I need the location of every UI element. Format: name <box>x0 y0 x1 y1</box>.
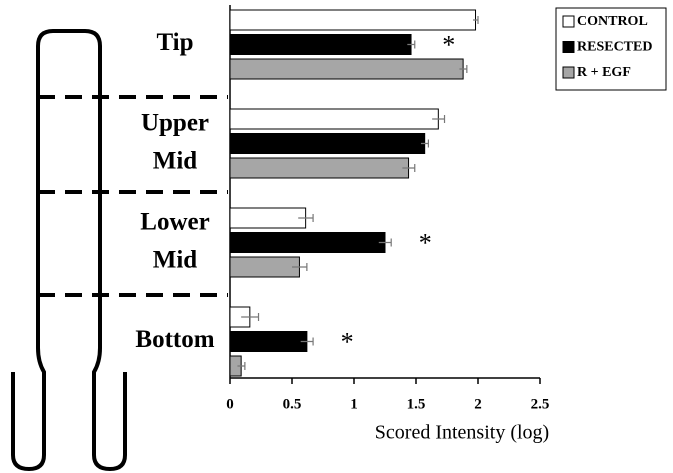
significance-marker: * <box>341 327 354 356</box>
bar <box>230 35 411 55</box>
bar <box>230 208 306 228</box>
x-tick-label: 1.5 <box>407 396 426 412</box>
x-tick-label: 0 <box>226 396 234 412</box>
legend-swatch <box>563 42 574 53</box>
bar <box>230 158 409 178</box>
legend-label: R + EGF <box>577 65 631 80</box>
x-tick-label: 1 <box>350 396 358 412</box>
x-axis-title: Scored Intensity (log) <box>375 422 549 444</box>
bar <box>230 59 463 79</box>
bar <box>230 109 438 129</box>
x-tick-label: 2.5 <box>531 396 550 412</box>
category-label: Bottom <box>135 326 214 353</box>
chart: Scored Intensity (log) 0 0.5 1 1.5 2 2.5 Tip Up… <box>0 0 673 473</box>
x-tick-label: 2 <box>474 396 482 412</box>
legend-label: CONTROL <box>577 14 648 29</box>
bar <box>230 257 299 277</box>
bar <box>230 332 307 352</box>
legend-label: RESECTED <box>577 40 652 55</box>
legend-swatch <box>563 16 574 27</box>
bar <box>230 233 385 253</box>
significance-marker: * <box>442 30 455 59</box>
bar <box>230 10 476 30</box>
bar <box>230 134 425 154</box>
page: {"chart_data": { "type": "barh", "xlabel… <box>0 0 673 473</box>
legend-swatch <box>563 67 574 78</box>
significance-marker: * <box>419 228 432 257</box>
category-label: Tip <box>156 29 193 56</box>
x-tick-label: 0.5 <box>283 396 302 412</box>
